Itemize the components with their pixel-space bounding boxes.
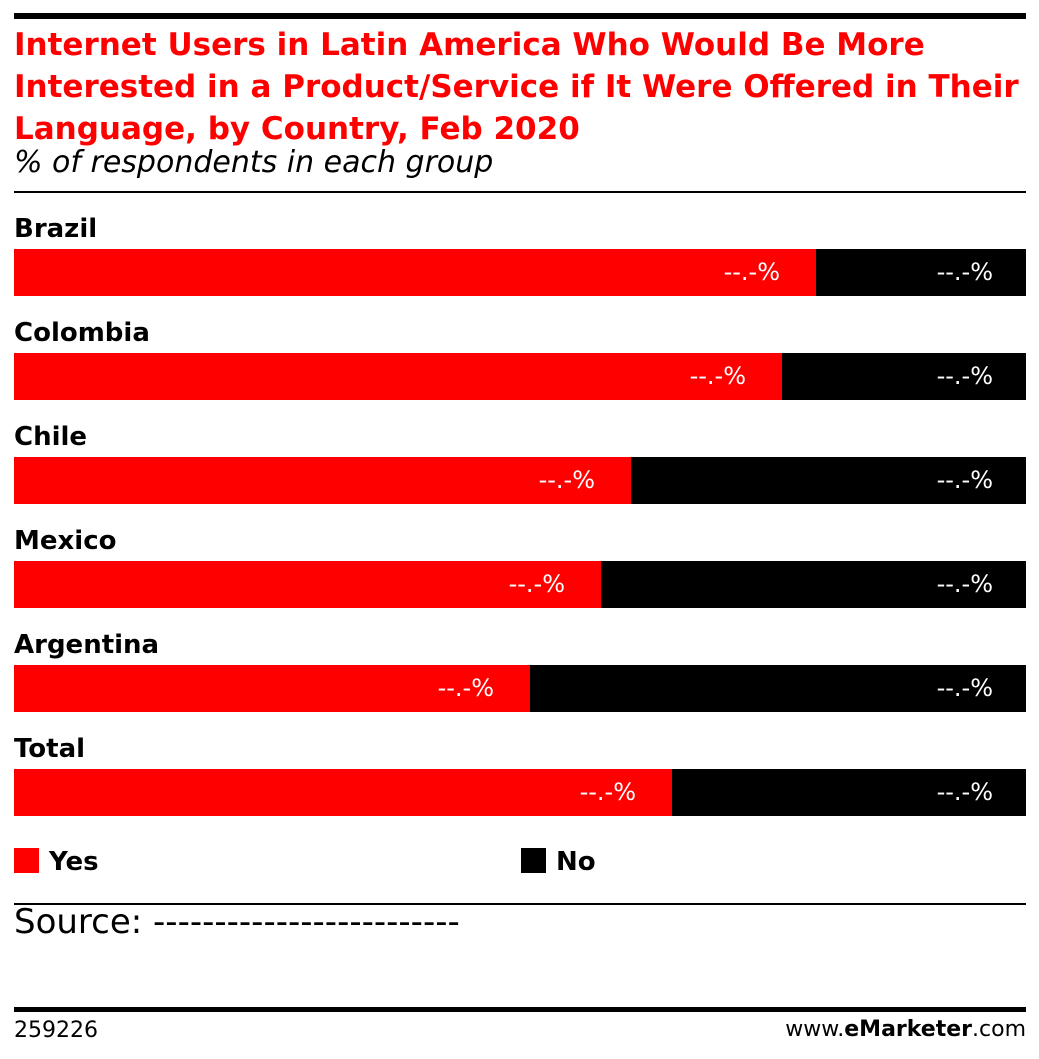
source-divider bbox=[14, 903, 1026, 905]
category-label: Argentina bbox=[14, 630, 160, 660]
footer-rule bbox=[14, 1007, 1026, 1012]
data-label-no: --.-% bbox=[936, 674, 993, 702]
data-label-yes: --.-% bbox=[689, 362, 746, 390]
legend-yes: Yes bbox=[14, 848, 99, 876]
data-label-yes: --.-% bbox=[437, 674, 494, 702]
legend-swatch-yes bbox=[14, 848, 39, 873]
brand-prefix: www. bbox=[785, 1017, 845, 1042]
category-label: Colombia bbox=[14, 318, 150, 348]
legend-no: No bbox=[521, 848, 596, 876]
category-label: Mexico bbox=[14, 526, 117, 556]
chart-id: 259226 bbox=[14, 1018, 98, 1043]
data-label-no: --.-% bbox=[936, 778, 993, 806]
bar-row: --.-% --.-% bbox=[14, 665, 1026, 712]
bar-segment-no bbox=[601, 561, 1026, 608]
data-label-yes: --.-% bbox=[579, 778, 636, 806]
bar-row: --.-% --.-% bbox=[14, 561, 1026, 608]
category-label: Total bbox=[14, 734, 86, 764]
bar-segment-no bbox=[816, 249, 1026, 296]
bar-segment-no bbox=[530, 665, 1026, 712]
header-divider bbox=[14, 191, 1026, 193]
chart-title: Internet Users in Latin America Who Woul… bbox=[14, 27, 1019, 147]
brand-suffix: .com bbox=[972, 1017, 1026, 1042]
brand-link[interactable]: www.eMarketer.com bbox=[785, 1017, 1026, 1042]
bar-segment-yes bbox=[14, 561, 601, 608]
data-label-no: --.-% bbox=[936, 258, 993, 286]
bar-segment-yes bbox=[14, 353, 782, 400]
bar-segment-yes bbox=[14, 665, 530, 712]
bar-row: --.-% --.-% bbox=[14, 353, 1026, 400]
legend-label-yes: Yes bbox=[49, 847, 99, 877]
data-label-yes: --.-% bbox=[538, 466, 595, 494]
bar-segment-yes bbox=[14, 457, 631, 504]
category-label: Chile bbox=[14, 422, 88, 452]
top-rule bbox=[14, 13, 1026, 19]
bar-segment-no bbox=[672, 769, 1026, 816]
bar-row: --.-% --.-% bbox=[14, 769, 1026, 816]
category-label: Brazil bbox=[14, 214, 98, 244]
bar-segment-yes bbox=[14, 249, 816, 296]
data-label-no: --.-% bbox=[936, 570, 993, 598]
source-note: Source: ------------------------- bbox=[14, 902, 460, 942]
bar-segment-no bbox=[782, 353, 1026, 400]
bar-segment-no bbox=[631, 457, 1026, 504]
data-label-yes: --.-% bbox=[723, 258, 780, 286]
bar-row: --.-% --.-% bbox=[14, 457, 1026, 504]
bar-segment-yes bbox=[14, 769, 672, 816]
data-label-yes: --.-% bbox=[508, 570, 565, 598]
data-label-no: --.-% bbox=[936, 466, 993, 494]
brand-name: eMarketer bbox=[844, 1017, 973, 1042]
bar-row: --.-% --.-% bbox=[14, 249, 1026, 296]
data-label-no: --.-% bbox=[936, 362, 993, 390]
chart-subtitle: % of respondents in each group bbox=[14, 145, 494, 180]
legend-label-no: No bbox=[556, 847, 596, 877]
legend-swatch-no bbox=[521, 848, 546, 873]
